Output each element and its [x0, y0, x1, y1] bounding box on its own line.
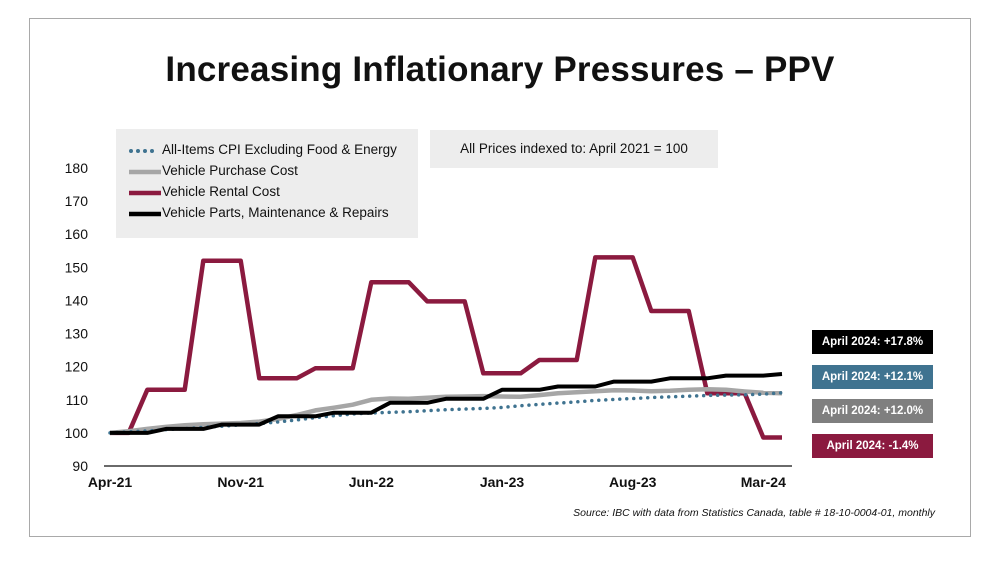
legend-item-cpi: All-Items CPI Excluding Food & Energy: [116, 141, 418, 161]
legend-label: All-Items CPI Excluding Food & Energy: [162, 142, 397, 157]
y-tick-label: 160: [65, 226, 89, 242]
chart-title: Increasing Inflationary Pressures – PPV: [165, 50, 835, 89]
legend-label: Vehicle Rental Cost: [162, 184, 280, 199]
y-tick-label: 110: [66, 392, 89, 408]
x-tick-label: Jan-23: [480, 474, 525, 490]
legend-item-parts: Vehicle Parts, Maintenance & Repairs: [116, 204, 418, 224]
source-note: Source: IBC with data from Statistics Ca…: [573, 507, 935, 519]
x-tick-label: Mar-24: [741, 474, 786, 490]
y-tick-label: 180: [65, 160, 89, 176]
maroon-line-icon: [129, 190, 161, 196]
series-line-3: [110, 372, 783, 435]
series-line-2: [110, 255, 782, 440]
y-tick-label: 170: [65, 193, 89, 209]
x-tick-label: Aug-23: [609, 474, 657, 490]
chart-frame: [29, 18, 971, 537]
y-tick-label: 150: [65, 259, 89, 275]
badge-parts: April 2024: +17.8%: [812, 330, 933, 354]
legend: All-Items CPI Excluding Food & Energy Ve…: [116, 129, 418, 238]
black-line-icon: [129, 211, 161, 217]
x-tick-label: Jun-22: [349, 474, 394, 490]
legend-item-purchase: Vehicle Purchase Cost: [116, 162, 418, 182]
dotted-line-icon: [129, 149, 161, 153]
y-tick-label: 130: [65, 326, 89, 342]
y-tick-label: 100: [65, 425, 89, 441]
gray-line-icon: [129, 169, 161, 175]
legend-item-rental: Vehicle Rental Cost: [116, 183, 418, 203]
y-tick-label: 140: [65, 292, 89, 308]
badge-cpi: April 2024: +12.1%: [812, 365, 933, 389]
x-tick-label: Apr-21: [88, 474, 133, 490]
legend-label: Vehicle Parts, Maintenance & Repairs: [162, 205, 389, 220]
badge-purchase: April 2024: +12.0%: [812, 399, 933, 423]
index-note: All Prices indexed to: April 2021 = 100: [430, 130, 718, 168]
y-tick-label: 120: [65, 359, 89, 375]
x-tick-label: Nov-21: [217, 474, 264, 490]
badge-rental: April 2024: -1.4%: [812, 434, 933, 458]
legend-label: Vehicle Purchase Cost: [162, 163, 298, 178]
y-tick-label: 90: [72, 458, 88, 474]
